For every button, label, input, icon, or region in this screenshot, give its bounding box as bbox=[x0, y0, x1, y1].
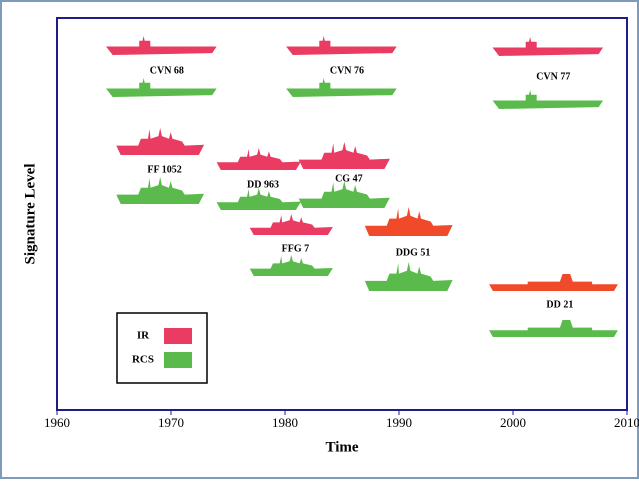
ir-signature bbox=[106, 36, 217, 55]
legend-swatch bbox=[164, 328, 192, 344]
ir-signature bbox=[364, 207, 453, 236]
x-axis-label: Time bbox=[325, 439, 358, 455]
x-tick-label: 1960 bbox=[44, 415, 70, 430]
ir-signature bbox=[116, 128, 205, 155]
ir-signature bbox=[286, 36, 397, 55]
rcs-signature bbox=[364, 262, 453, 291]
x-tick-label: 1970 bbox=[158, 415, 184, 430]
ship-label: FF 1052 bbox=[147, 164, 181, 175]
ship-label: CVN 68 bbox=[150, 65, 184, 76]
rcs-signature bbox=[216, 188, 301, 210]
ship-label: DD 963 bbox=[247, 179, 279, 190]
ship-label: DDG 51 bbox=[396, 247, 431, 258]
ship-label: CG 47 bbox=[335, 173, 363, 184]
rcs-signature bbox=[106, 78, 217, 97]
ship-label: DD 21 bbox=[546, 299, 573, 310]
rcs-signature bbox=[298, 181, 390, 208]
ir-signature bbox=[249, 214, 333, 235]
ir-signature bbox=[216, 148, 301, 170]
ir-signature bbox=[489, 274, 618, 291]
x-tick-label: 1980 bbox=[272, 415, 298, 430]
legend-swatch bbox=[164, 352, 192, 368]
x-tick-label: 2010 bbox=[614, 415, 639, 430]
legend-box bbox=[116, 312, 208, 384]
ship-label: FFG 7 bbox=[282, 243, 310, 254]
ir-signature bbox=[298, 142, 390, 169]
plot-area bbox=[56, 17, 628, 411]
rcs-signature bbox=[116, 177, 205, 204]
ir-signature bbox=[492, 37, 604, 56]
x-tick-label: 1990 bbox=[386, 415, 412, 430]
ship-label: CVN 76 bbox=[330, 65, 364, 76]
rcs-signature bbox=[492, 90, 604, 109]
y-axis-label: Signature Level bbox=[22, 164, 38, 265]
rcs-signature bbox=[489, 320, 618, 337]
legend-label: IR bbox=[137, 330, 150, 342]
rcs-signature bbox=[286, 78, 397, 97]
x-tick-label: 2000 bbox=[500, 415, 526, 430]
legend-label: RCS bbox=[132, 354, 154, 366]
ship-label: CVN 77 bbox=[536, 71, 570, 82]
rcs-signature bbox=[249, 255, 333, 276]
